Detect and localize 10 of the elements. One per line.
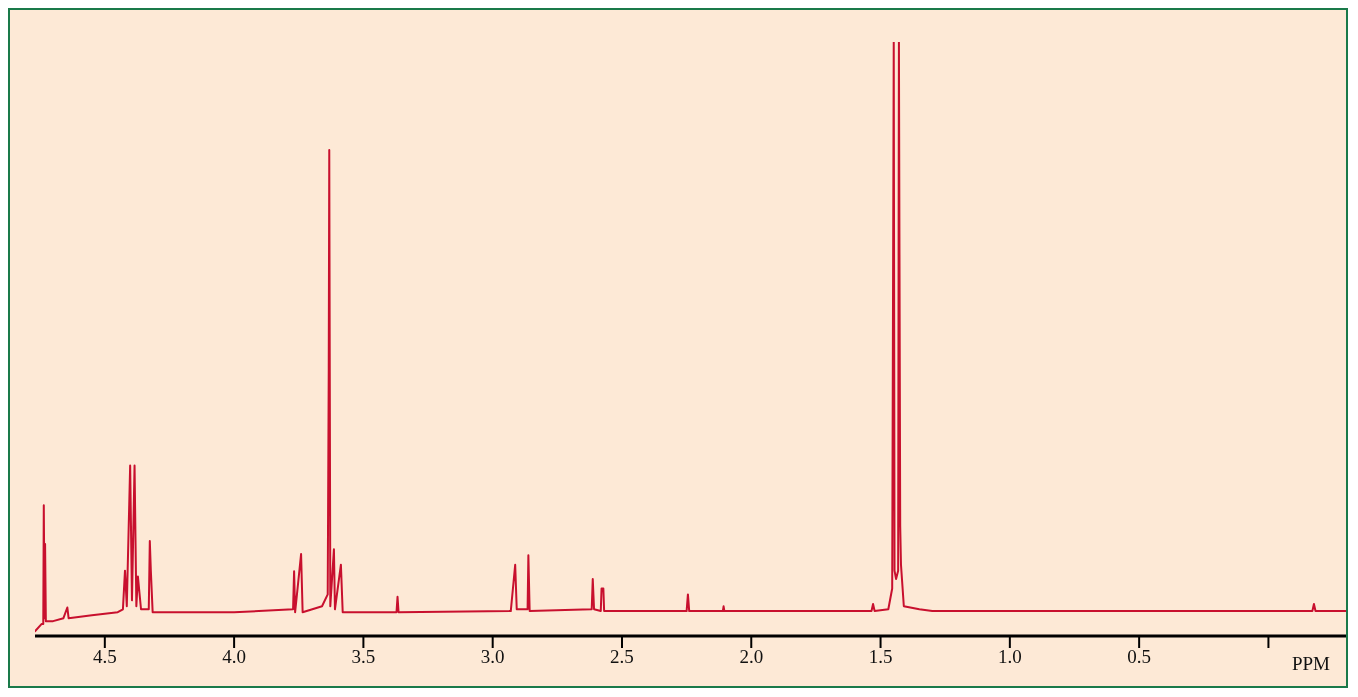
x-tick-label: 3.5 — [351, 646, 376, 668]
x-tick-label: 4.0 — [222, 646, 246, 668]
x-tick-label: 4.5 — [92, 646, 117, 668]
x-tick-label: 1.0 — [997, 646, 1022, 668]
x-tick-label: 3.0 — [480, 646, 505, 668]
x-tick-label: 1.5 — [868, 646, 893, 668]
x-tick-label: 2.5 — [610, 646, 634, 668]
x-tick-label: 2.0 — [739, 646, 764, 668]
x-axis-title: PPM — [1291, 653, 1331, 674]
x-tick-label: 0.5 — [1127, 646, 1152, 668]
